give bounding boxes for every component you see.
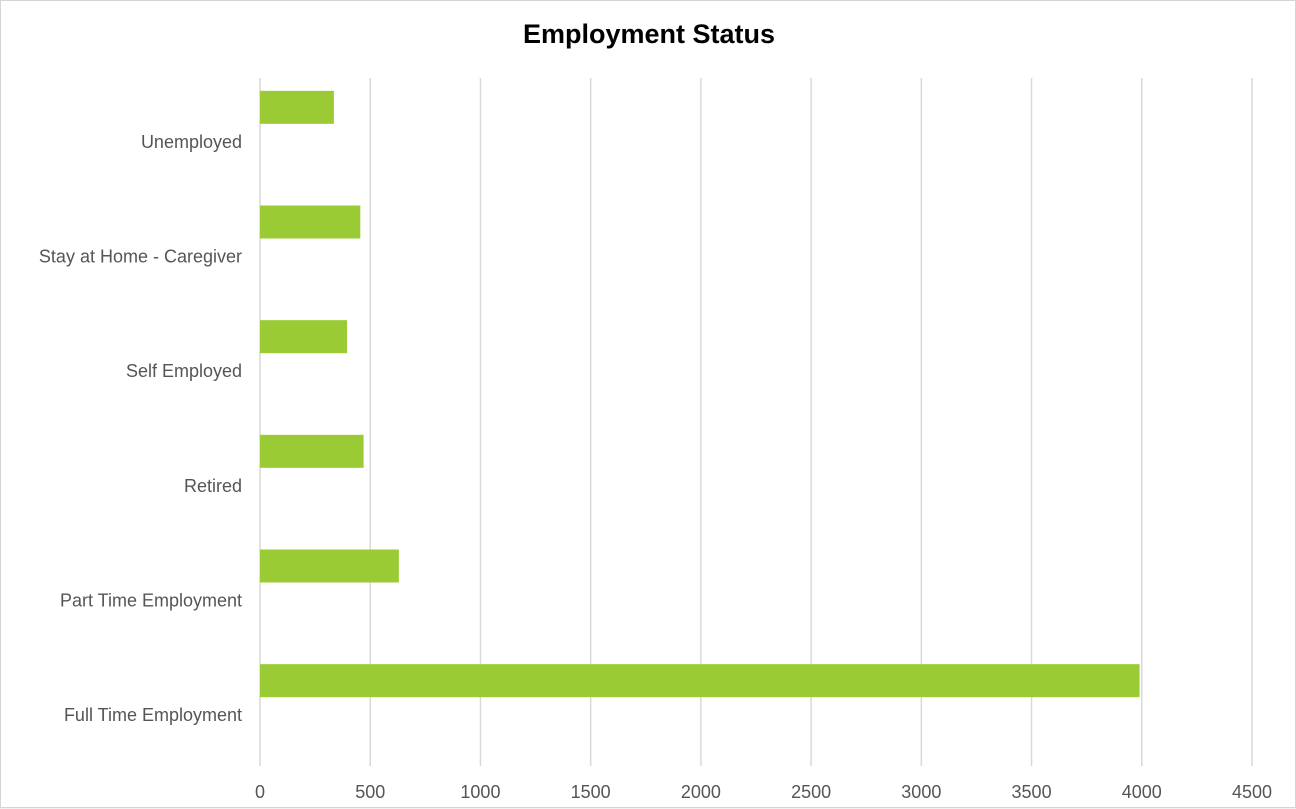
category-label: Part Time Employment	[60, 591, 242, 611]
category-label: Self Employed	[126, 361, 242, 381]
x-tick-label: 3500	[1012, 782, 1052, 802]
bar	[260, 664, 1140, 698]
x-tick-label: 1500	[571, 782, 611, 802]
bar	[260, 549, 399, 583]
x-tick-label: 1000	[460, 782, 500, 802]
category-label: Stay at Home - Caregiver	[39, 247, 242, 267]
x-tick-label: 4500	[1232, 782, 1272, 802]
x-tick-label: 3000	[901, 782, 941, 802]
x-tick-label: 2000	[681, 782, 721, 802]
category-label: Retired	[184, 476, 242, 496]
x-tick-label: 2500	[791, 782, 831, 802]
category-label: Unemployed	[141, 132, 242, 152]
x-tick-label: 500	[355, 782, 385, 802]
bar	[260, 205, 361, 239]
bar	[260, 320, 348, 354]
category-label: Full Time Employment	[64, 705, 242, 725]
bar	[260, 90, 334, 124]
x-tick-label: 0	[255, 782, 265, 802]
x-tick-label: 4000	[1122, 782, 1162, 802]
chart-title: Employment Status	[522, 19, 776, 49]
bar	[260, 434, 364, 468]
